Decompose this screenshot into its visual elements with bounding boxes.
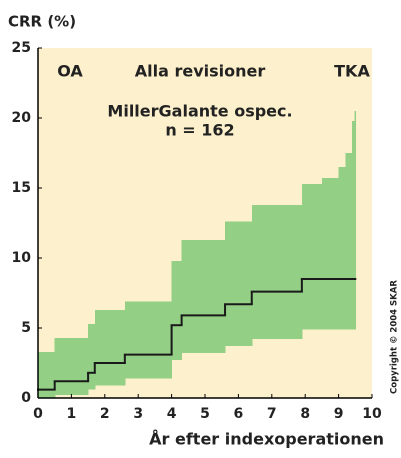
x-tick-label: 5 bbox=[200, 406, 210, 422]
confidence-band bbox=[181, 239, 226, 354]
x-tick-label: 6 bbox=[234, 406, 244, 422]
copyright: Copyright © 2004 SKAR bbox=[390, 280, 400, 394]
annotation: TKA bbox=[334, 62, 370, 81]
y-tick-label: 25 bbox=[12, 40, 31, 56]
x-tick-label: 10 bbox=[362, 406, 382, 422]
confidence-band bbox=[94, 309, 126, 386]
chart-title: CRR (%) bbox=[8, 13, 76, 31]
confidence-band bbox=[338, 167, 346, 330]
annotation: OA bbox=[57, 62, 83, 81]
confidence-band bbox=[351, 120, 356, 330]
x-tick-label: 9 bbox=[334, 406, 344, 422]
y-tick-label: 15 bbox=[12, 180, 31, 196]
x-tick-label: 4 bbox=[167, 406, 177, 422]
confidence-band bbox=[38, 351, 56, 398]
confidence-band bbox=[124, 301, 173, 379]
x-tick-label: 8 bbox=[300, 406, 310, 422]
y-tick-label: 10 bbox=[12, 250, 32, 266]
x-tick-label: 0 bbox=[33, 406, 43, 422]
annotation: MillerGalante ospec. bbox=[107, 102, 292, 121]
annotation: Alla revisioner bbox=[135, 62, 266, 81]
confidence-band bbox=[88, 323, 96, 390]
confidence-band bbox=[54, 337, 89, 396]
x-tick-label: 1 bbox=[67, 406, 77, 422]
x-tick-label: 2 bbox=[100, 406, 110, 422]
x-tick-label: 7 bbox=[267, 406, 277, 422]
confidence-band bbox=[321, 178, 340, 330]
x-tick-label: 3 bbox=[133, 406, 143, 422]
confidence-band bbox=[345, 153, 353, 330]
confidence-band bbox=[251, 204, 303, 340]
y-tick-label: 5 bbox=[21, 320, 31, 336]
confidence-band bbox=[171, 260, 183, 361]
annotation: n = 162 bbox=[165, 121, 234, 140]
x-axis-label: År efter indexoperationen bbox=[149, 430, 384, 449]
confidence-band bbox=[225, 221, 253, 347]
confidence-band bbox=[301, 183, 323, 330]
y-tick-label: 20 bbox=[12, 110, 32, 126]
y-tick-label: 0 bbox=[21, 390, 31, 406]
marks bbox=[37, 111, 357, 398]
